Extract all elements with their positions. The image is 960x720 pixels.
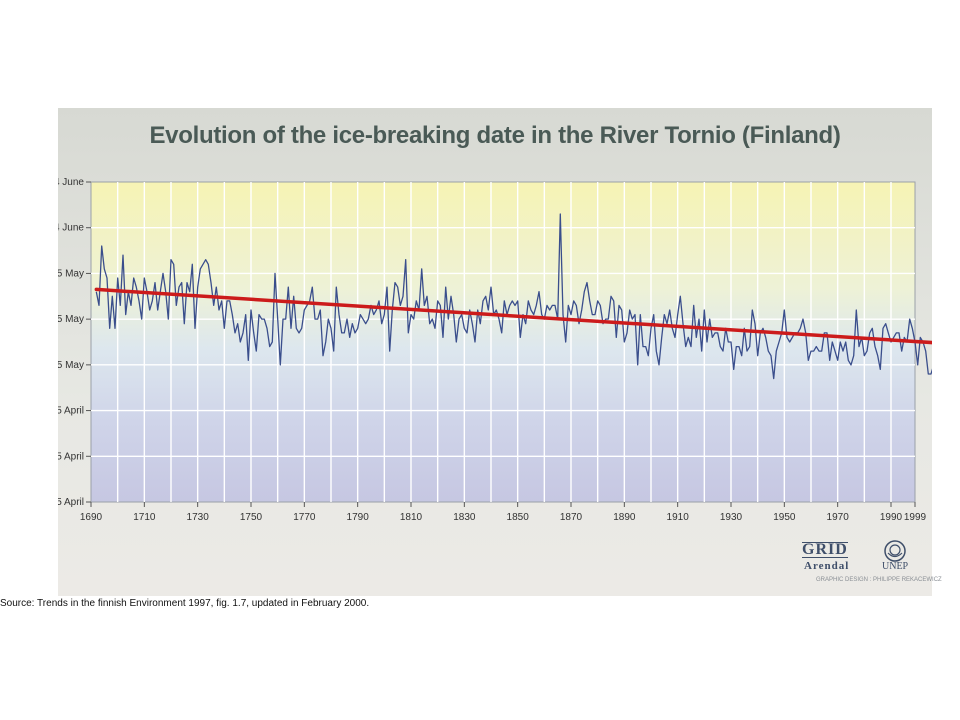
y-tick-label: 4 June — [58, 223, 84, 234]
x-tick-label: 1830 — [453, 512, 476, 523]
x-tick-label: 1970 — [827, 512, 850, 523]
x-tick-label: 1710 — [133, 512, 156, 523]
x-tick-label: 1950 — [773, 512, 796, 523]
plot-background — [90, 181, 916, 503]
line-chart: 5 April 15 April 25 April 5 May 15 May 25 May… — [58, 177, 932, 523]
x-tick-label: 1910 — [667, 512, 690, 523]
grid-arendal-unep-logo: GRID Arendal UNEP GRAPHIC DESIGN : PHILI… — [802, 540, 942, 592]
x-tick-label: 1790 — [347, 512, 370, 523]
arendal-wordmark: Arendal — [804, 560, 850, 572]
x-tick-label: 1990 — [880, 512, 903, 523]
y-tick-label: 25 April — [58, 406, 84, 417]
unep-wordmark: UNEP — [882, 561, 909, 572]
x-tick-label: 1730 — [187, 512, 210, 523]
y-tick-label: 15 May — [58, 314, 84, 325]
x-tick-label: 1750 — [240, 512, 263, 523]
chart-title: Evolution of the ice-breaking date in th… — [149, 122, 841, 149]
y-tick-label: 5 April — [58, 497, 84, 508]
grid-wordmark: GRID — [802, 541, 848, 558]
unep-emblem-icon — [884, 540, 906, 562]
y-tick-label: 15 April — [58, 451, 84, 462]
x-tick-label: 1999 — [904, 512, 927, 523]
x-tick-label: 1810 — [400, 512, 423, 523]
source-note: Source: Trends in the finnish Environmen… — [0, 598, 370, 609]
x-tick-label: 1930 — [720, 512, 743, 523]
x-tick-label: 1770 — [293, 512, 316, 523]
x-tick-label: 1870 — [560, 512, 583, 523]
chart-panel: Evolution of the ice-breaking date in th… — [58, 108, 942, 596]
y-tick-label: 14 June — [58, 177, 84, 188]
x-tick-label: 1690 — [80, 512, 103, 523]
series-line-ice-breaking-date — [95, 213, 932, 380]
y-tick-label: 25 May — [58, 268, 84, 279]
design-credit: GRAPHIC DESIGN : PHILIPPE REKACEWICZ — [816, 577, 942, 583]
x-tick-label: 1890 — [613, 512, 636, 523]
x-tick-label: 1850 — [507, 512, 530, 523]
y-tick-label: 5 May — [58, 360, 84, 371]
trend-line — [94, 287, 932, 345]
